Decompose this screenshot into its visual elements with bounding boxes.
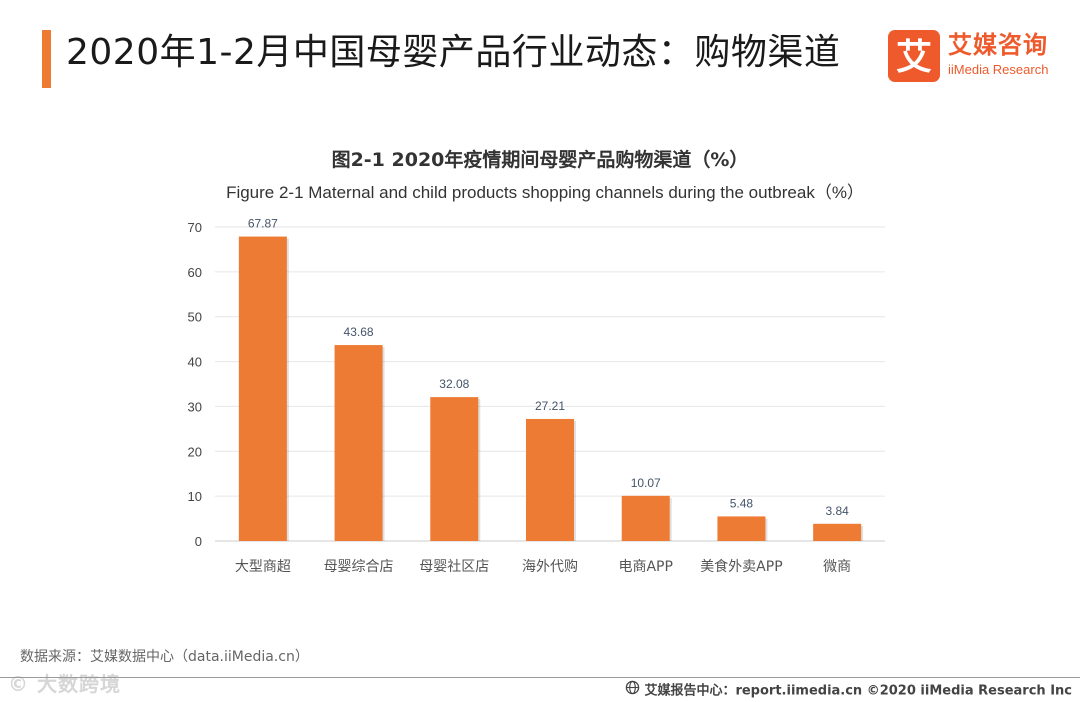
footer-report-text: 艾媒报告中心：report.iimedia.cn ©2020 iiMedia R… <box>644 683 1072 699</box>
data-label: 3.84 <box>825 504 849 518</box>
footer-report: 艾媒报告中心：report.iimedia.cn ©2020 iiMedia R… <box>625 680 1072 700</box>
logo-text-cn: 艾媒咨询 <box>948 31 1048 59</box>
y-tick-label: 60 <box>188 265 202 280</box>
y-tick-label: 20 <box>188 444 202 459</box>
bar <box>238 236 287 541</box>
y-tick-label: 10 <box>188 489 202 504</box>
x-tick-label: 母婴社区店 <box>419 559 489 575</box>
y-tick-label: 0 <box>195 534 202 549</box>
bar <box>526 418 574 541</box>
chart-title: 图2-1 2020年疫情期间母婴产品购物渠道（%） <box>331 149 749 171</box>
title-accent-bar <box>42 30 51 88</box>
bar <box>717 516 766 541</box>
data-label: 10.07 <box>631 476 661 490</box>
data-label: 5.48 <box>730 496 754 510</box>
x-tick-label: 大型商超 <box>235 559 291 575</box>
bar <box>813 523 862 541</box>
logo-text-en: iiMedia Research <box>948 62 1049 77</box>
page-title: 2020年1-2月中国母婴产品行业动态：购物渠道 <box>66 32 841 73</box>
bar <box>430 397 479 541</box>
y-tick-label: 50 <box>188 310 202 325</box>
globe-icon <box>625 680 640 702</box>
chart-subtitle: Figure 2-1 Maternal and child products s… <box>226 183 864 202</box>
x-tick-label: 电商APP <box>618 559 672 575</box>
bar <box>334 345 383 541</box>
footer-divider <box>0 677 1080 678</box>
data-source: 数据来源：艾媒数据中心（data.iiMedia.cn） <box>20 649 309 665</box>
watermark: © 大数跨境 <box>8 672 121 696</box>
data-label: 43.68 <box>344 325 374 339</box>
y-tick-label: 70 <box>188 220 202 235</box>
x-tick-label: 海外代购 <box>522 559 578 575</box>
x-tick-label: 微商 <box>823 559 851 575</box>
brand-logo: 艾 艾媒咨询 iiMedia Research <box>888 30 1068 84</box>
x-tick-label: 美食外卖APP <box>700 558 782 575</box>
data-label: 27.21 <box>535 399 565 413</box>
logo-glyph-icon: 艾 <box>896 37 932 78</box>
data-label: 32.08 <box>439 377 469 391</box>
data-label: 67.87 <box>248 217 278 231</box>
x-tick-label: 母婴综合店 <box>324 559 394 575</box>
bar <box>621 495 670 541</box>
y-tick-label: 30 <box>188 399 202 414</box>
svg-text:艾: 艾 <box>896 37 932 78</box>
y-tick-label: 40 <box>188 355 202 370</box>
logo-mark-icon: 艾 <box>888 30 940 82</box>
